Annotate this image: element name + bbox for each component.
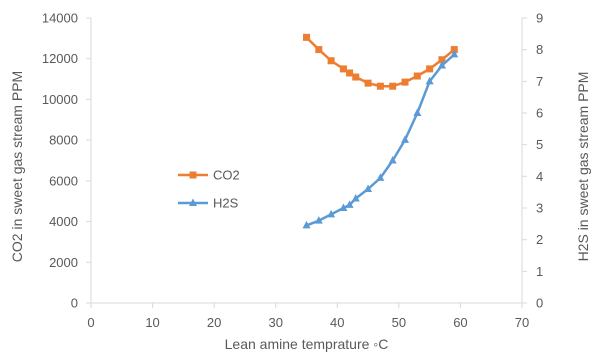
y-left-tick-label: 4000 xyxy=(49,214,78,229)
h2s-data-point xyxy=(339,203,348,211)
y-axis-title-right: H2S in sweet gas stream PPM xyxy=(575,72,591,262)
series-layer xyxy=(302,33,459,229)
legend-co2-marker xyxy=(189,171,197,179)
y-right-tick-label: 4 xyxy=(536,169,543,184)
y-left-tick-label: 0 xyxy=(71,296,78,311)
x-tick-label: 30 xyxy=(268,315,282,330)
y-right-tick-label: 1 xyxy=(536,264,543,279)
y-axis-title-left: CO2 in sweet gas stream PPM xyxy=(9,71,25,262)
x-tick-label: 20 xyxy=(207,315,221,330)
co2-data-point xyxy=(352,73,360,81)
h2s-data-point xyxy=(327,209,336,218)
co2-data-point xyxy=(364,79,372,87)
co2-data-point xyxy=(438,56,446,64)
y-left-tick-label: 8000 xyxy=(49,133,78,148)
legend-h2s-label: H2S xyxy=(213,196,239,211)
y-right-tick-label: 3 xyxy=(536,201,543,216)
x-tick-label: 40 xyxy=(330,315,344,330)
h2s-data-point xyxy=(437,61,446,69)
y-left-tick-label: 10000 xyxy=(42,92,78,107)
co2-data-point xyxy=(401,78,409,86)
h2s-series-line xyxy=(306,53,456,227)
y-left-tick-label: 6000 xyxy=(49,173,78,188)
axes-layer: 0 10 20 30 40 50 60 700200040006000800010000120… xyxy=(42,11,543,331)
h2s-data-point xyxy=(314,216,323,224)
co2-data-point xyxy=(303,33,310,41)
h2s-data-point xyxy=(450,49,459,58)
y-right-tick-label: 6 xyxy=(536,106,543,121)
x-tick-label: 10 xyxy=(145,315,159,330)
co2-data-point xyxy=(413,72,421,80)
y-right-tick-label: 8 xyxy=(536,42,543,57)
h2s-data-point xyxy=(376,173,385,181)
x-tick-label: 50 xyxy=(392,315,406,330)
y-right-tick-label: 7 xyxy=(536,74,543,89)
h2s-data-point xyxy=(401,135,410,143)
co2-data-point xyxy=(339,65,347,73)
x-tick-label: 0 xyxy=(87,315,94,330)
co2-data-point xyxy=(346,69,354,77)
co2-data-point xyxy=(389,82,397,90)
y-left-tick-label: 2000 xyxy=(49,255,78,270)
h2s-data-point xyxy=(351,194,360,202)
h2s-data-point xyxy=(345,200,354,208)
co2-data-point xyxy=(450,46,458,54)
y-right-tick-label: 9 xyxy=(536,11,543,26)
h2s-data-point xyxy=(302,220,311,229)
x-axis-title: Lean amine temprature ◦C xyxy=(225,336,389,352)
h2s-data-point xyxy=(425,76,434,85)
y-left-tick-label: 12000 xyxy=(42,51,78,66)
legend-co2-label: CO2 xyxy=(213,168,240,183)
y-right-tick-label: 0 xyxy=(536,296,543,311)
legend-h2s-marker xyxy=(189,198,197,206)
co2-data-point xyxy=(327,57,335,65)
h2s-data-point xyxy=(413,108,422,116)
h2s-data-point xyxy=(388,156,397,164)
co2-data-point xyxy=(426,65,434,73)
x-tick-label: 70 xyxy=(515,315,529,330)
y-left-tick-label: 14000 xyxy=(42,11,78,26)
x-tick-label: 60 xyxy=(453,315,467,330)
co2-data-point xyxy=(376,82,384,90)
co2-data-point xyxy=(315,46,323,54)
y-right-tick-label: 5 xyxy=(536,137,543,152)
legend: CO2 H2S xyxy=(178,168,240,211)
h2s-data-point xyxy=(364,184,373,192)
y-right-tick-label: 2 xyxy=(536,232,543,247)
